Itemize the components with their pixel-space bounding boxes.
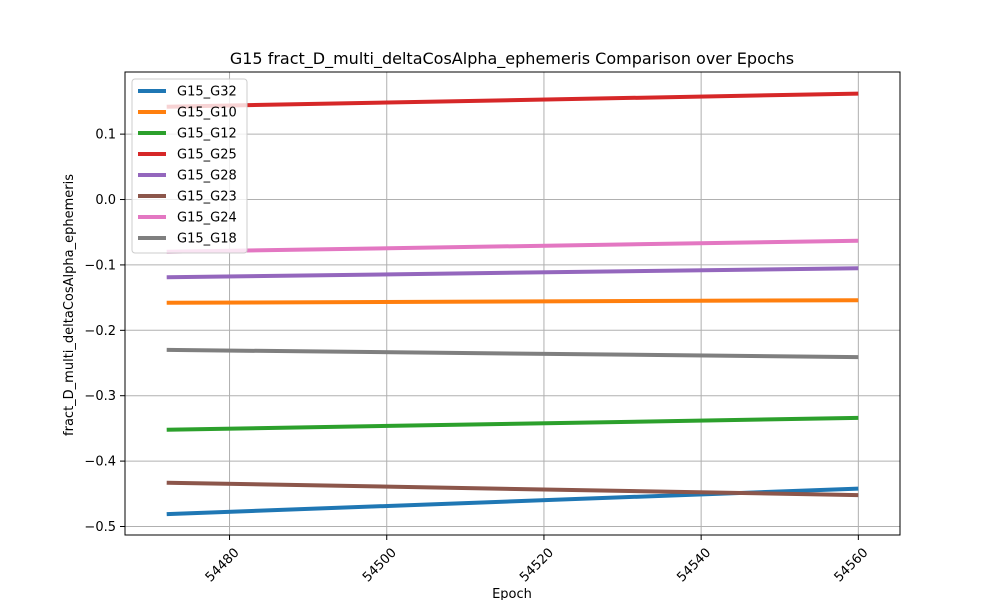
y-tick-label: −0.5 xyxy=(84,520,116,535)
x-tick-label: 54500 xyxy=(360,545,400,585)
series-line-g15-g24 xyxy=(166,238,859,254)
y-tick-label: −0.3 xyxy=(84,389,116,404)
series-line-g15-g28 xyxy=(166,266,859,280)
y-tick-label: 0.1 xyxy=(95,128,116,143)
legend-label: G15_G24 xyxy=(177,211,237,226)
plot-area-frame xyxy=(124,71,901,536)
legend-label: G15_G23 xyxy=(177,190,237,205)
y-tick-label: 0.0 xyxy=(95,193,116,208)
x-tick-label: 54480 xyxy=(203,545,243,585)
y-axis-ticks: −0.5 −0.4 −0.3 −0.2 −0.1 0.0 0.1 xyxy=(84,128,125,535)
y-tick-label: −0.1 xyxy=(84,258,116,273)
legend-label: G15_G18 xyxy=(177,232,237,247)
legend-label: G15_G28 xyxy=(177,169,237,184)
x-tick-label: 54540 xyxy=(674,545,714,585)
chart-title: G15 fract_D_multi_deltaCosAlpha_ephemeri… xyxy=(230,49,794,69)
legend: G15_G32 G15_G10 G15_G12 G15_G25 G15_G28 G15_G… xyxy=(131,78,248,254)
legend-box xyxy=(131,78,248,254)
series-line-g15-g12 xyxy=(166,415,859,432)
x-axis-ticks: 54480 54500 54520 54540 54560 xyxy=(203,535,872,585)
y-axis-label: fract_D_multi_deltaCosAlpha_ephemeris xyxy=(62,174,77,436)
y-tick-label: −0.2 xyxy=(84,324,116,339)
legend-label: G15_G10 xyxy=(177,106,237,121)
series-line-g15-g10 xyxy=(166,298,859,305)
legend-label: G15_G32 xyxy=(177,85,237,100)
series-lines xyxy=(166,91,859,517)
legend-label: G15_G25 xyxy=(177,148,237,163)
x-tick-label: 54560 xyxy=(832,545,872,585)
x-axis-label: Epoch xyxy=(492,587,532,600)
x-tick-label: 54520 xyxy=(517,545,557,585)
series-line-g15-g18 xyxy=(166,347,859,360)
series-line-g15-g23 xyxy=(166,480,859,498)
series-line-g15-g25 xyxy=(166,91,859,109)
grid-lines xyxy=(125,72,900,535)
y-tick-label: −0.4 xyxy=(84,455,116,470)
legend-label: G15_G12 xyxy=(177,127,237,142)
